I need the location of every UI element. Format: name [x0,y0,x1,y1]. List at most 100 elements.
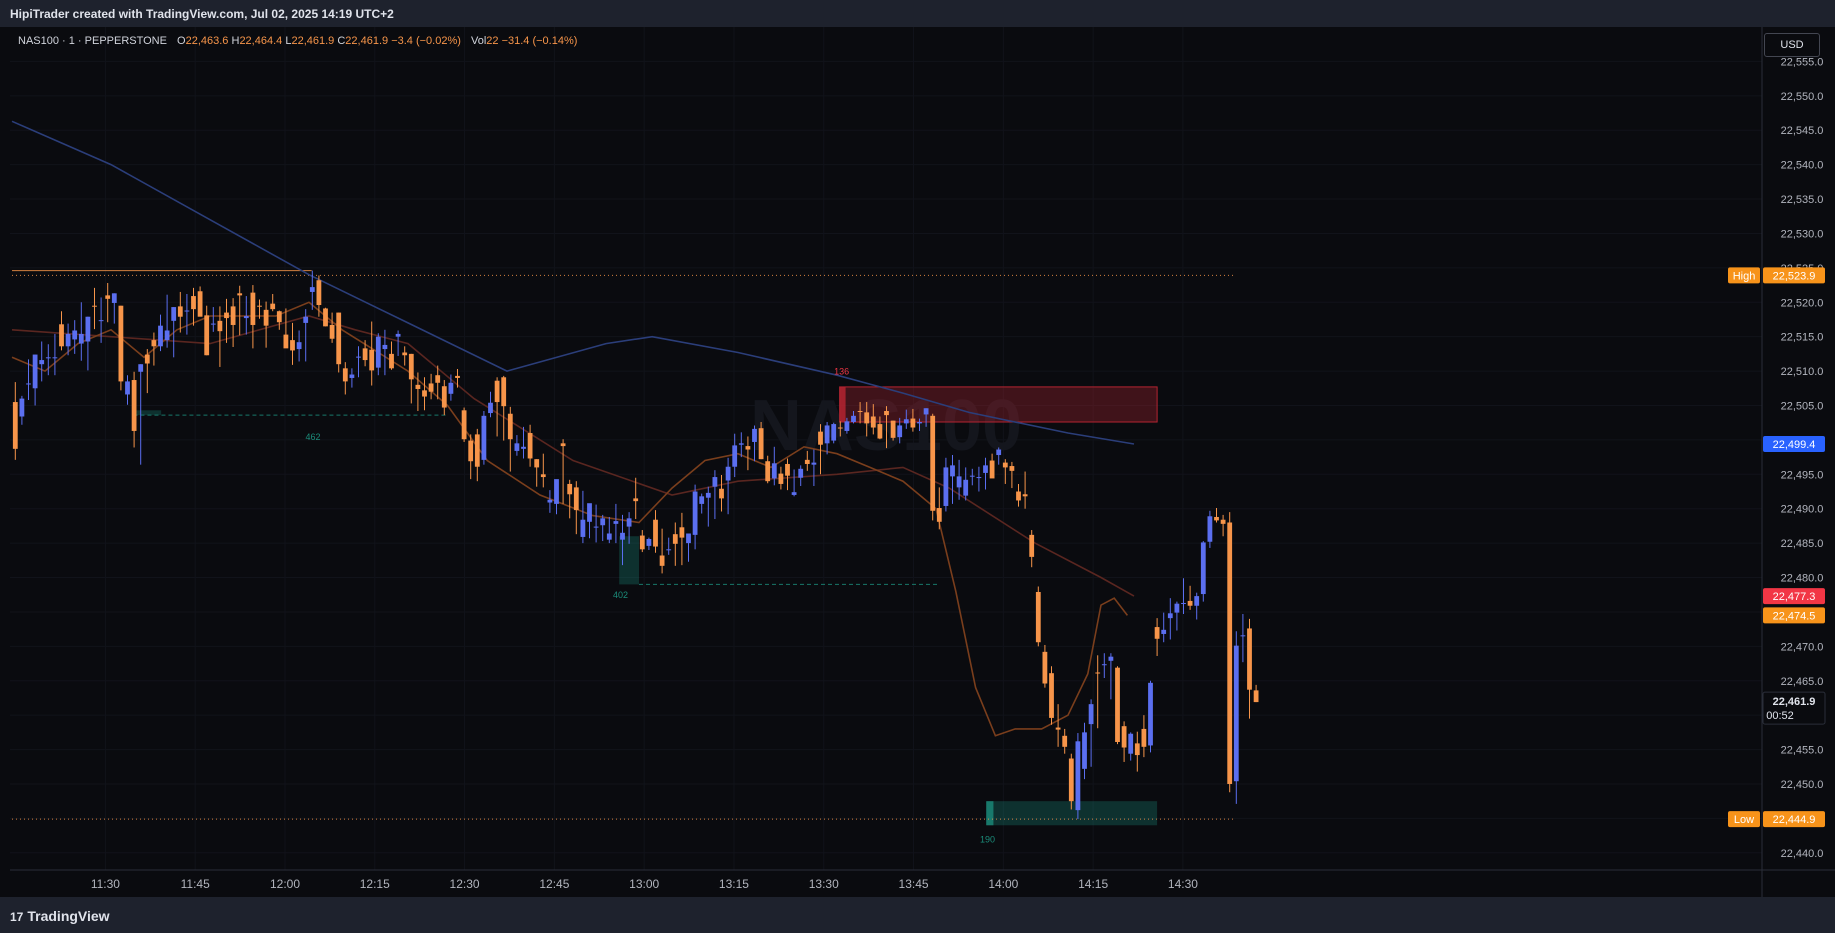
candle-body [870,416,876,428]
time-tick-label: 13:30 [809,877,839,891]
candle-body [356,356,361,358]
candle-body [151,340,157,347]
candle-body [732,445,738,467]
candle [976,466,982,492]
price-tick-label: 22,470.0 [1781,641,1824,653]
candle [1108,653,1114,700]
candle [672,522,678,566]
candle-body [342,368,348,382]
candle [1141,715,1147,758]
candle [950,455,955,504]
candle [59,311,64,351]
moving-average-line [11,301,1129,737]
close-value: 22,461.9 [345,35,389,47]
zones [133,386,1158,826]
candle-body [118,305,124,382]
candle-body [382,344,388,350]
candle [118,305,124,391]
candle [52,333,58,376]
top-caption-bar: HipiTrader created with TradingView.com,… [0,0,1835,27]
candle [1029,530,1035,568]
candle [725,457,731,515]
candle [336,312,342,373]
zone-label: 136 [834,367,849,377]
candle [1035,586,1041,647]
currency-button[interactable]: USD [1764,33,1820,57]
price-tick-label: 22,450.0 [1781,779,1824,791]
candle-body [936,508,942,522]
candle [877,416,883,440]
candle-body [699,496,705,504]
candle [342,362,348,395]
candle [197,286,203,317]
candle-body [547,499,553,503]
candle [1055,704,1061,747]
candle-body [824,425,830,444]
candle [39,341,45,382]
candle-body [210,323,216,325]
candle [151,332,157,366]
candle-body [1214,516,1219,521]
moving-average-line [11,315,1135,597]
price-tag-value: 22,477.3 [1773,591,1816,603]
candle [758,422,764,460]
candle [210,307,216,332]
candle-body [323,308,328,327]
candle [1082,722,1087,780]
candle-body [969,475,975,477]
candle-body [1108,656,1114,661]
volume-change: −31.4 (−0.14%) [501,35,578,47]
candle [191,287,196,326]
candle-body [1016,491,1021,501]
candle [45,344,51,376]
candle-body [745,446,751,450]
candle-body [864,412,870,424]
candle-body [593,526,599,528]
candle [719,474,724,512]
candle-body [138,364,144,372]
candle-body [362,348,368,361]
candle [448,374,454,401]
candle [111,293,117,324]
candle [217,306,223,367]
candle [408,353,414,404]
candle [144,349,150,394]
candle [864,402,870,437]
candle [237,285,243,336]
candle-body [369,349,375,371]
candle-body [131,380,137,431]
candle-body [600,518,606,526]
candle-body [692,491,698,535]
candle-body [573,487,579,511]
candle [164,294,170,348]
candle [534,459,540,487]
candle-body [534,459,540,468]
time-tick-label: 12:00 [270,877,300,891]
time-tick-label: 11:45 [181,877,210,891]
candle [263,301,269,348]
candle [105,282,111,323]
candle-body [785,463,790,476]
candle-body [587,503,592,522]
candle-body [1082,732,1087,769]
candle-body [468,440,474,462]
candle-body [441,386,447,408]
candle [666,537,672,555]
candle-body [890,420,896,438]
candle-body [646,538,652,546]
low-value: 22,461.9 [291,35,335,47]
candle [474,428,480,482]
symbol-label[interactable]: NAS100 · 1 · PEPPERSTONE [18,35,167,47]
candle [283,308,289,349]
candle-body [316,280,322,306]
candle [890,420,896,441]
candle-body [1101,664,1107,666]
demand-origin-zone [986,801,994,826]
candle-body [567,483,573,495]
time-tick-label: 12:15 [360,877,390,891]
candle [705,486,711,527]
volume-label: Vol [470,35,487,47]
candle-body [184,310,190,312]
